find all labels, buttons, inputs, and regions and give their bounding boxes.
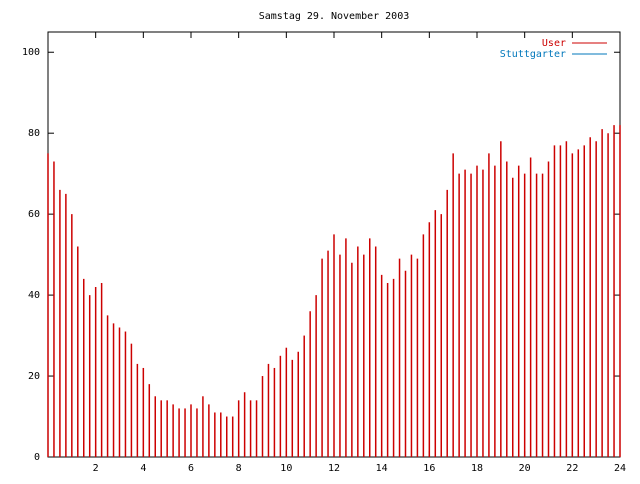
y-tick-label: 40 <box>28 290 40 301</box>
x-tick-label: 16 <box>423 463 435 474</box>
x-tick-label: 6 <box>188 463 194 474</box>
y-tick-label: 60 <box>28 209 40 220</box>
x-tick-label: 20 <box>519 463 531 474</box>
legend-label: User <box>542 38 566 49</box>
y-tick-label: 0 <box>34 452 40 463</box>
x-tick-label: 10 <box>280 463 292 474</box>
y-tick-label: 100 <box>22 47 40 58</box>
x-tick-label: 14 <box>376 463 388 474</box>
legend-label: Stuttgarter <box>500 49 566 60</box>
x-tick-label: 22 <box>566 463 578 474</box>
y-tick-label: 20 <box>28 371 40 382</box>
x-tick-label: 12 <box>328 463 340 474</box>
x-tick-label: 24 <box>614 463 626 474</box>
x-tick-label: 18 <box>471 463 483 474</box>
y-tick-label: 80 <box>28 128 40 139</box>
chart-title: Samstag 29. November 2003 <box>259 11 410 22</box>
x-tick-label: 8 <box>236 463 242 474</box>
x-tick-label: 4 <box>140 463 146 474</box>
x-tick-label: 2 <box>93 463 99 474</box>
